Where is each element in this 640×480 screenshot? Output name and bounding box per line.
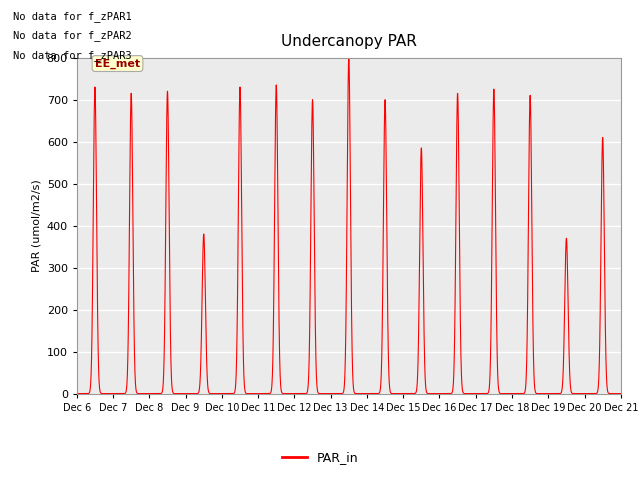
Y-axis label: PAR (umol/m2/s): PAR (umol/m2/s) [31, 179, 41, 272]
Text: No data for f_zPAR2: No data for f_zPAR2 [13, 30, 132, 41]
Text: EE_met: EE_met [95, 59, 140, 69]
Text: No data for f_zPAR1: No data for f_zPAR1 [13, 11, 132, 22]
Title: Undercanopy PAR: Undercanopy PAR [281, 35, 417, 49]
Legend: PAR_in: PAR_in [276, 446, 364, 469]
Text: No data for f_zPAR3: No data for f_zPAR3 [13, 49, 132, 60]
